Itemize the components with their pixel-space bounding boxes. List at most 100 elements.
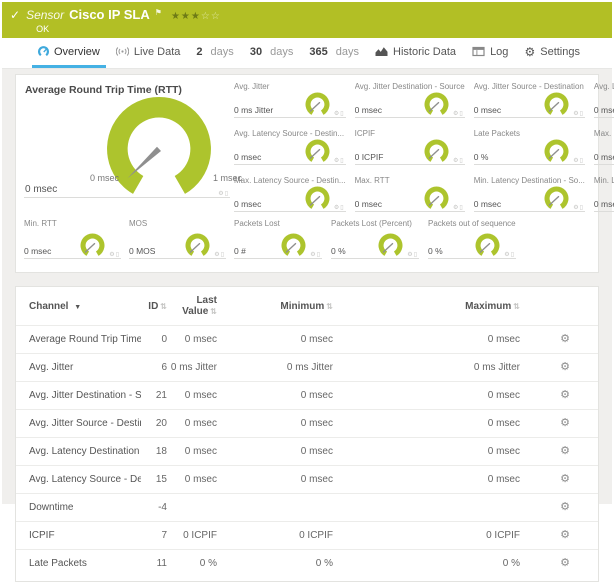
- gauge-pin-icon[interactable]: ▯: [459, 205, 464, 211]
- channel-settings-gear-icon[interactable]: ⚙: [560, 529, 570, 541]
- main-gauge-dial: [107, 96, 211, 194]
- gauge-pin-icon[interactable]: ▯: [316, 252, 321, 258]
- gauge-value: 0 msec: [473, 199, 502, 209]
- gauge-settings-icon[interactable]: ⚙: [333, 158, 341, 164]
- gauge-value: 0 msec: [354, 105, 383, 115]
- channel-maximum: 0 msec: [487, 334, 520, 345]
- tab-log[interactable]: Log: [466, 38, 514, 68]
- column-header-maximum[interactable]: Maximum ⇅: [465, 300, 520, 312]
- area-chart-icon: [375, 47, 388, 56]
- tab-overview[interactable]: Overview: [32, 38, 106, 68]
- table-row: Avg. Jitter 6 0 ms Jitter 0 ms Jitter 0 ms J…: [16, 353, 598, 381]
- channel-name[interactable]: Downtime: [29, 502, 74, 513]
- channel-settings-gear-icon[interactable]: ⚙: [560, 361, 570, 373]
- gauge-dial: [424, 186, 449, 209]
- gauge-settings-icon[interactable]: ⚙: [453, 205, 460, 211]
- gauge-settings-icon[interactable]: ⚙: [218, 191, 225, 197]
- gauge-settings-icon[interactable]: ⚙: [453, 111, 460, 117]
- channel-name[interactable]: Avg. Jitter Source - Destin...: [29, 418, 141, 429]
- gauge-value: 0 %: [331, 246, 346, 256]
- gauge-settings-icon[interactable]: ⚙: [573, 111, 580, 117]
- channel-name[interactable]: Avg. Jitter Destination - S...: [29, 390, 141, 401]
- channel-maximum: 0 ICPIF: [486, 530, 520, 541]
- gauge-tile: Min. Latency Destination - So... 0 msec ⚙▯: [473, 174, 585, 212]
- channel-settings-gear-icon[interactable]: ⚙: [560, 557, 570, 569]
- gauge-title: MOS: [129, 219, 148, 228]
- channel-settings-gear-icon[interactable]: ⚙: [560, 333, 570, 345]
- gauge-pin-icon[interactable]: ▯: [115, 252, 120, 258]
- gauge-settings-icon[interactable]: ⚙: [573, 205, 580, 211]
- channel-settings-gear-icon[interactable]: ⚙: [560, 473, 570, 485]
- gauge-pin-icon[interactable]: ▯: [459, 158, 464, 164]
- gauge-tile: Max. Latency Destination - So...0 msec⚙▯: [593, 127, 614, 165]
- tab-365-days[interactable]: 365 days: [309, 45, 359, 58]
- gauge-value: 0 msec: [473, 105, 502, 115]
- tab-label: Historic Data: [393, 45, 457, 58]
- tab-settings[interactable]: ⚙ Settings: [518, 38, 586, 68]
- gauge-tile: Late Packets 0 % ⚙▯: [473, 127, 585, 165]
- flag-icon[interactable]: ⚑: [154, 8, 162, 17]
- gauge-pin-icon[interactable]: ▯: [340, 158, 345, 164]
- channel-settings-gear-icon[interactable]: ⚙: [560, 389, 570, 401]
- table-row: Avg. Latency Source - Des... 15 0 msec 0 ms…: [16, 465, 598, 493]
- gauge-pin-icon[interactable]: ▯: [224, 191, 229, 197]
- gauge-settings-icon[interactable]: ⚙: [407, 252, 414, 258]
- gauge-settings-icon[interactable]: ⚙: [573, 158, 580, 164]
- channel-name[interactable]: Average Round Trip Time ...: [29, 334, 141, 345]
- gauge-title: Packets Lost: [234, 219, 280, 228]
- gauge-tile: Max. RTT 0 msec ⚙▯: [354, 174, 465, 212]
- tab-historic-data[interactable]: Historic Data: [369, 38, 462, 68]
- channel-name[interactable]: ICPIF: [29, 530, 55, 541]
- channel-name[interactable]: Avg. Jitter: [29, 362, 74, 373]
- channel-minimum: 0 msec: [300, 390, 333, 401]
- gauge-settings-icon[interactable]: ⚙: [214, 252, 221, 258]
- channel-last-value: 0 msec: [184, 446, 217, 457]
- gauge-tile: Max. Latency Source - Destin... 0 msec ⚙▯: [234, 174, 346, 212]
- channel-name[interactable]: Avg. Latency Source - Des...: [29, 474, 141, 485]
- priority-stars[interactable]: ★★★☆☆: [171, 11, 221, 22]
- gauge-settings-icon[interactable]: ⚙: [310, 252, 317, 258]
- gauge-title: Min. Latency Destination - So...: [473, 176, 585, 185]
- channel-minimum: 0 msec: [300, 474, 333, 485]
- gauge-settings-icon[interactable]: ⚙: [333, 111, 341, 117]
- channel-name[interactable]: Avg. Latency Destination - ...: [29, 446, 141, 457]
- column-header-minimum[interactable]: Minimum ⇅: [280, 300, 333, 312]
- gauge-pin-icon[interactable]: ▯: [579, 158, 584, 164]
- tab-30-days[interactable]: 30 days: [249, 45, 294, 58]
- table-row: ICPIF 7 0 ICPIF 0 ICPIF 0 ICPIF ⚙: [16, 521, 598, 549]
- gauge-settings-icon[interactable]: ⚙: [333, 205, 341, 211]
- gauge-pin-icon[interactable]: ▯: [510, 252, 515, 258]
- gauge-pin-icon[interactable]: ▯: [340, 205, 345, 211]
- gauge-tile: Min. RTT 0 msec ⚙▯: [24, 216, 121, 259]
- gauge-dial: [281, 233, 306, 256]
- tab-live-data[interactable]: Live Data: [110, 38, 186, 68]
- gauge-settings-icon[interactable]: ⚙: [109, 252, 116, 258]
- gauge-value: 0 msec: [593, 105, 614, 115]
- gauge-pin-icon[interactable]: ▯: [340, 111, 345, 117]
- sort-icon: ⇅: [210, 307, 217, 316]
- gauge-title: Late Packets: [473, 129, 520, 138]
- gauge-pin-icon[interactable]: ▯: [459, 111, 464, 117]
- gauge-title: Min. RTT: [24, 219, 57, 228]
- channel-last-value: 0 msec: [184, 418, 217, 429]
- gauge-pin-icon[interactable]: ▯: [413, 252, 418, 258]
- column-header-last-value[interactable]: Last Value ⇅: [182, 295, 217, 317]
- gauge-pin-icon[interactable]: ▯: [579, 205, 584, 211]
- channel-settings-gear-icon[interactable]: ⚙: [560, 501, 570, 513]
- bottom-gauges-row: Min. RTT 0 msec ⚙▯ MOS 0 MOS ⚙▯ Packets Lost…: [24, 216, 593, 259]
- gauge-title: Avg. Jitter: [234, 82, 270, 91]
- channel-settings-gear-icon[interactable]: ⚙: [560, 417, 570, 429]
- gauge-settings-icon[interactable]: ⚙: [504, 252, 511, 258]
- table-header-row: Channel ▼ ID ⇅ Last Value ⇅ Minimum ⇅ Maxim…: [16, 287, 598, 325]
- column-header-channel[interactable]: Channel ▼: [29, 300, 82, 312]
- gauge-settings-icon[interactable]: ⚙: [453, 158, 460, 164]
- gauge-pin-icon[interactable]: ▯: [579, 111, 584, 117]
- gauge-title: Packets Lost (Percent): [331, 219, 412, 228]
- column-header-id[interactable]: ID ⇅: [148, 300, 167, 312]
- gauge-pin-icon[interactable]: ▯: [220, 252, 225, 258]
- tab-2-days[interactable]: 2 days: [196, 45, 234, 58]
- channel-name[interactable]: Late Packets: [29, 558, 87, 569]
- gear-icon: ⚙: [524, 44, 536, 59]
- channel-settings-gear-icon[interactable]: ⚙: [560, 445, 570, 457]
- tab-bar: Overview Live Data 2 days 30 days 365 days …: [2, 38, 612, 69]
